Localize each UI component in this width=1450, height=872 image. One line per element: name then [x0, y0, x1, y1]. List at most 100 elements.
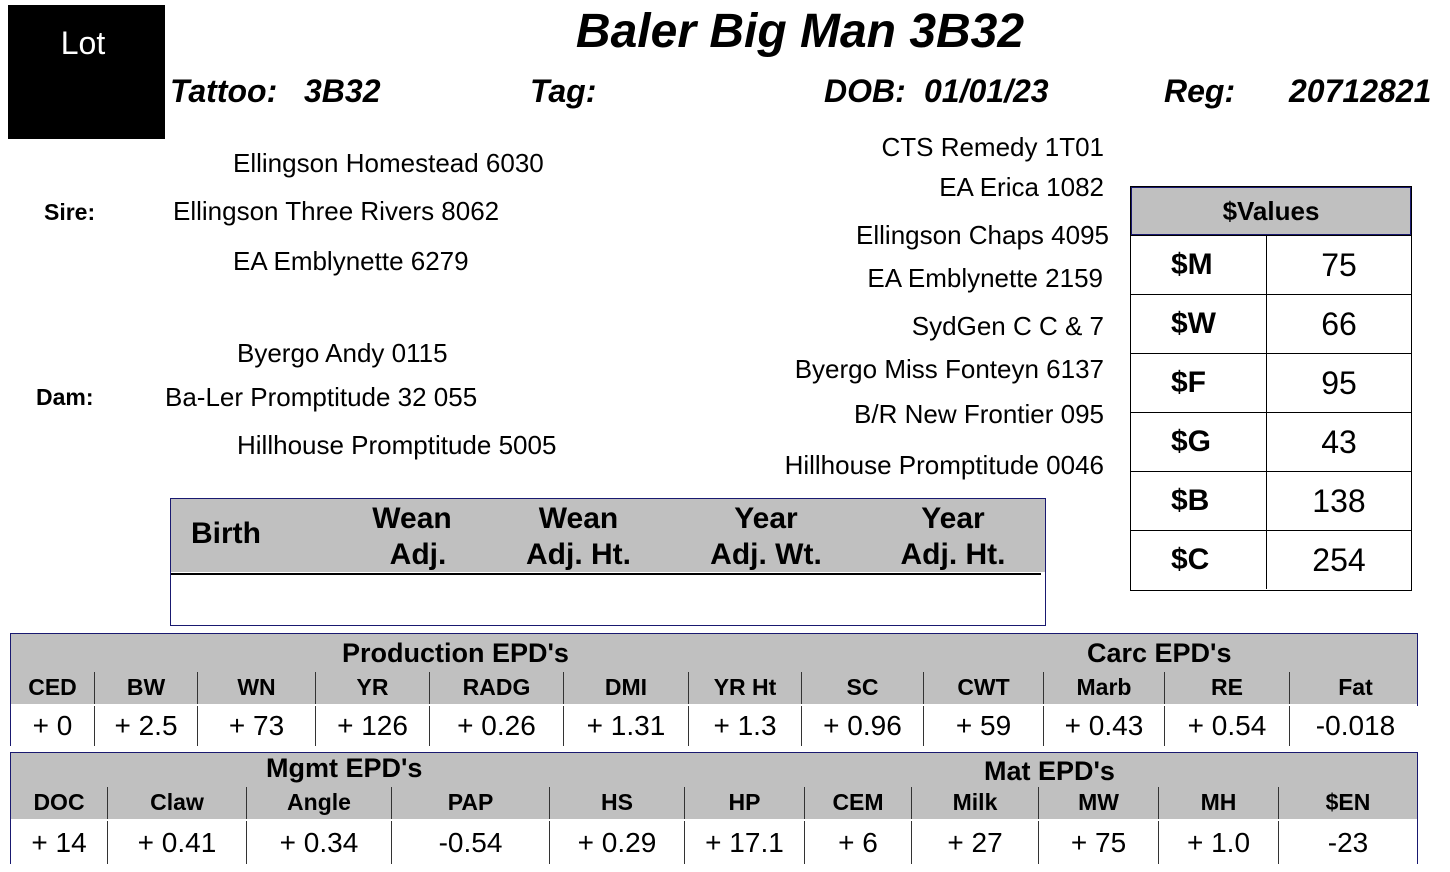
perf-year-adj-ht-header: Year Adj. Ht.	[883, 501, 1023, 573]
epd-col-header: PAP	[392, 787, 550, 819]
perf-year-adj-wt-header: Year Adj. Wt.	[696, 501, 836, 573]
epd-value: -0.018	[1315, 710, 1396, 741]
animal-name: Baler Big Man 3B32	[575, 5, 1025, 58]
values-title: $Values	[1131, 187, 1411, 235]
epd-value: -0.54	[392, 821, 550, 864]
values-table: $Values $M 75 $W 66 $F 95 $G 43 $B 138 $…	[1130, 186, 1412, 591]
perf-header-line2: Adj. Ht.	[900, 538, 1006, 571]
epd-value: + 0.26	[430, 706, 564, 746]
value-number: 66	[1321, 305, 1357, 342]
epd-col-header: $EN	[1325, 789, 1371, 815]
value-label: $G	[1131, 413, 1267, 471]
performance-header: Birth Wean Adj. Wean Adj. Ht. Year Adj. …	[171, 499, 1045, 575]
values-row: $F 95	[1131, 353, 1411, 412]
lot-label: Lot	[60, 25, 106, 61]
epd-col-header: MW	[1039, 787, 1159, 819]
perf-header-line2: Adj.	[389, 538, 447, 571]
epd-col-header: Fat	[1338, 674, 1373, 700]
epd-col-header: HS	[550, 787, 685, 819]
sire-dam-sire: Ellingson Chaps 4095	[856, 220, 1109, 250]
value-number: 95	[1321, 364, 1357, 401]
dam-sire: Byergo Andy 0115	[237, 338, 448, 368]
sire-sire-sire: CTS Remedy 1T01	[881, 132, 1104, 162]
dam-sire-dam: Byergo Miss Fonteyn 6137	[794, 354, 1104, 384]
sire-label: Sire:	[44, 199, 96, 225]
epd-value: + 1.0	[1159, 821, 1279, 864]
epd-value: + 27	[912, 821, 1039, 864]
epd-value: + 59	[924, 706, 1044, 746]
values-row: $B 138	[1131, 471, 1411, 530]
value-number: 254	[1312, 541, 1366, 578]
epd-col-header: WN	[198, 672, 316, 704]
epd-value: + 75	[1039, 821, 1159, 864]
values-row: $C 254	[1131, 530, 1411, 589]
perf-header-line1: Wean	[538, 502, 619, 535]
value-number: 75	[1321, 246, 1357, 283]
production-epd-title: Production EPD's	[342, 638, 569, 668]
sire-dam-dam: EA Emblynette 2159	[867, 263, 1103, 293]
value-number: 138	[1312, 482, 1366, 519]
epd-value: + 1.31	[564, 706, 689, 746]
value-label: $F	[1131, 354, 1267, 412]
values-row: $G 43	[1131, 412, 1411, 471]
value-number: 43	[1321, 423, 1357, 460]
mgmt-epd-title: Mgmt EPD's	[266, 753, 423, 783]
tag-label: Tag:	[530, 73, 597, 109]
epd-value: -23	[1327, 827, 1369, 858]
epd-col-header: YR Ht	[689, 672, 802, 704]
epd-col-header: Marb	[1044, 672, 1165, 704]
epd-value: + 0.96	[802, 706, 924, 746]
epd-value: + 1.3	[689, 706, 802, 746]
epd-col-header: SC	[802, 672, 924, 704]
epd-col-header: MH	[1159, 787, 1279, 819]
dam-label: Dam:	[36, 384, 94, 410]
sire-sire-dam: EA Erica 1082	[939, 172, 1104, 202]
epd-col-header: Angle	[247, 787, 392, 819]
performance-box: Birth Wean Adj. Wean Adj. Ht. Year Adj. …	[170, 498, 1046, 626]
sire-name: Ellingson Three Rivers 8062	[173, 196, 500, 226]
perf-header-line2: Adj. Ht.	[526, 538, 631, 571]
production-epd-headers: CED BW WN YR RADG DMI YR Ht SC CWT Marb …	[11, 672, 1421, 704]
sire-dam: EA Emblynette 6279	[233, 246, 469, 276]
epd-col-header: CEM	[805, 787, 912, 819]
epd-col-header: CWT	[924, 672, 1044, 704]
tattoo-value: 3B32	[304, 73, 381, 109]
reg-label: Reg:	[1164, 73, 1236, 109]
production-epd-values: + 0 + 2.5 + 73 + 126 + 0.26 + 1.31 + 1.3…	[11, 706, 1421, 746]
value-label: $B	[1131, 472, 1267, 530]
value-label: $C	[1131, 531, 1267, 589]
perf-wean-adj-header: Wean Adj.	[356, 501, 468, 573]
production-epd-band: Production EPD's Carc EPD's CED BW WN YR…	[11, 634, 1417, 704]
perf-birth-header: Birth	[191, 516, 281, 552]
epd-col-header: BW	[95, 672, 198, 704]
epd-col-header: DOC	[11, 787, 108, 819]
epd-col-header: HP	[685, 787, 805, 819]
dam-name: Ba-Ler Promptitude 32 055	[165, 382, 478, 412]
mgmt-epd-table: Mgmt EPD's Mat EPD's DOC Claw Angle PAP …	[10, 752, 1418, 864]
mat-epd-title: Mat EPD's	[984, 756, 1115, 786]
reg-value: 20712821	[1289, 73, 1432, 109]
epd-value: + 73	[198, 706, 316, 746]
perf-wean-adj-ht-header: Wean Adj. Ht.	[511, 501, 646, 573]
epd-value: + 14	[11, 821, 108, 864]
epd-value: + 0.29	[550, 821, 685, 864]
epd-value: + 0.41	[108, 821, 247, 864]
dam-dam: Hillhouse Promptitude 5005	[237, 430, 557, 460]
mgmt-epd-band: Mgmt EPD's Mat EPD's DOC Claw Angle PAP …	[11, 753, 1417, 819]
epd-col-header: RE	[1165, 672, 1290, 704]
epd-value: + 0.43	[1044, 706, 1165, 746]
epd-value: + 6	[805, 821, 912, 864]
perf-header-line1: Year	[734, 502, 798, 535]
values-row: $W 66	[1131, 294, 1411, 353]
epd-value: + 2.5	[95, 706, 198, 746]
values-row: $M 75	[1131, 235, 1411, 294]
perf-header-line2: Adj. Wt.	[710, 538, 822, 571]
perf-header-line1: Birth	[191, 517, 261, 550]
epd-value: + 126	[316, 706, 430, 746]
dob-label: DOB:	[824, 73, 906, 109]
value-label: $M	[1131, 236, 1267, 294]
mgmt-epd-values: + 14 + 0.41 + 0.34 -0.54 + 0.29 + 17.1 +…	[11, 821, 1417, 864]
epd-col-header: YR	[316, 672, 430, 704]
epd-col-header: DMI	[564, 672, 689, 704]
perf-header-line1: Wean	[372, 502, 452, 535]
